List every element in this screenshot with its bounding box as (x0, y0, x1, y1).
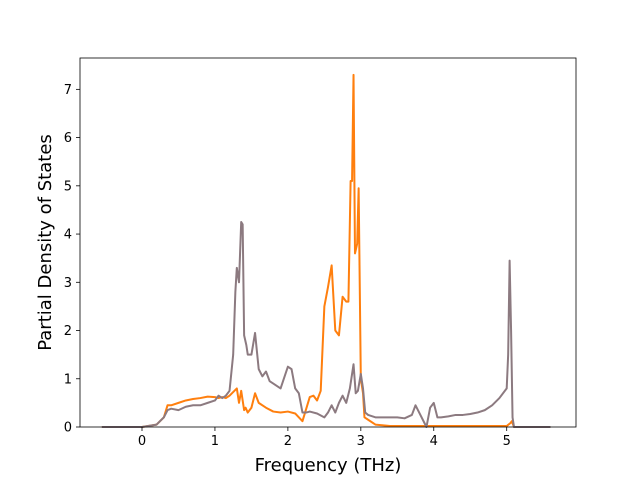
x-axis-label: Frequency (THz) (255, 455, 402, 476)
x-tick-label: 5 (503, 434, 511, 449)
y-tick-label: 6 (64, 131, 72, 146)
x-axis-ticks: 0 1 2 3 4 5 (138, 427, 511, 449)
axes-frame (79, 57, 577, 428)
series-line-2 (101, 221, 551, 428)
y-tick-label: 7 (64, 83, 72, 98)
x-tick-label: 4 (430, 434, 438, 449)
x-tick-label: 0 (138, 434, 146, 449)
series-line-1 (101, 73, 551, 428)
x-tick-label: 3 (357, 434, 365, 449)
y-axis-label: Partial Density of States (35, 134, 56, 351)
x-tick-label: 1 (211, 434, 219, 449)
series-layer (101, 73, 551, 428)
y-axis-ticks: 0 1 2 3 4 5 6 7 (64, 83, 80, 436)
y-tick-label: 3 (64, 276, 72, 291)
x-tick-label: 2 (284, 434, 292, 449)
y-tick-label: 0 (64, 421, 72, 436)
y-tick-label: 5 (64, 179, 72, 194)
y-tick-label: 4 (64, 228, 72, 243)
y-tick-label: 1 (64, 372, 72, 387)
y-tick-label: 2 (64, 324, 72, 339)
